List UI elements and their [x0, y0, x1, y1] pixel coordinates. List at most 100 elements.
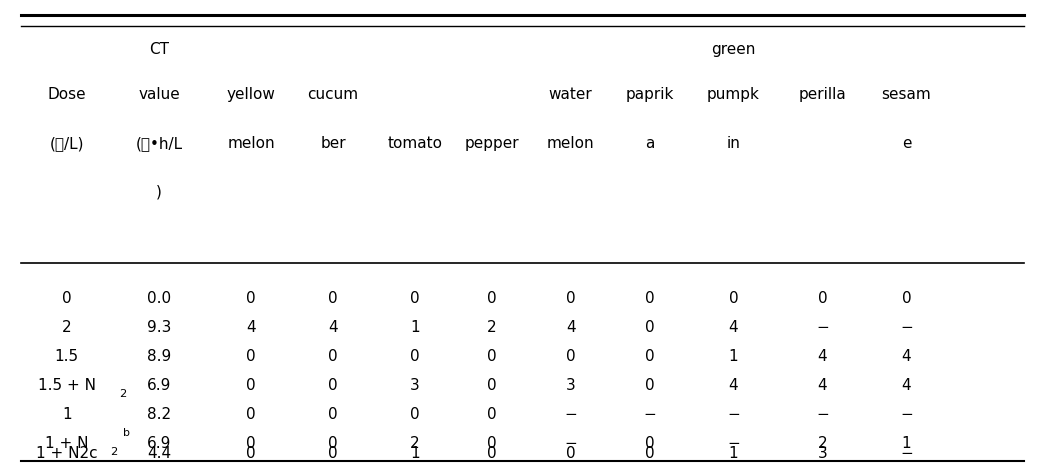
Text: 3: 3: [410, 378, 420, 393]
Text: 0: 0: [645, 349, 654, 364]
Text: 0: 0: [410, 291, 420, 306]
Text: 0: 0: [247, 447, 256, 461]
Text: 0: 0: [328, 436, 338, 451]
Text: b: b: [122, 428, 130, 438]
Text: 0: 0: [645, 447, 654, 461]
Text: −: −: [816, 320, 829, 335]
Text: 1: 1: [728, 349, 738, 364]
Text: ber: ber: [320, 136, 346, 151]
Text: 4: 4: [328, 320, 338, 335]
Text: 0: 0: [247, 436, 256, 451]
Text: 0: 0: [645, 436, 654, 451]
Text: paprik: paprik: [625, 87, 674, 102]
Text: yellow: yellow: [227, 87, 276, 102]
Text: 1.5 + N: 1.5 + N: [38, 378, 96, 393]
Text: 0: 0: [565, 447, 576, 461]
Text: −: −: [816, 407, 829, 422]
Text: 0: 0: [487, 378, 496, 393]
Text: 4.4: 4.4: [147, 447, 171, 461]
Text: 0.0: 0.0: [147, 291, 171, 306]
Text: 0: 0: [62, 291, 72, 306]
Text: 2: 2: [62, 320, 72, 335]
Text: in: in: [726, 136, 741, 151]
Text: 0: 0: [565, 349, 576, 364]
Text: sesam: sesam: [882, 87, 931, 102]
Text: 4: 4: [902, 378, 911, 393]
Text: 0: 0: [247, 291, 256, 306]
Text: 4: 4: [728, 378, 738, 393]
Text: 0: 0: [410, 407, 420, 422]
Text: −: −: [900, 320, 913, 335]
Text: −: −: [727, 436, 740, 451]
Text: green: green: [712, 42, 756, 57]
Text: −: −: [564, 436, 577, 451]
Text: 6.9: 6.9: [146, 436, 171, 451]
Text: 0: 0: [328, 349, 338, 364]
Text: 0: 0: [328, 447, 338, 461]
Text: (㏑•h/L: (㏑•h/L: [136, 136, 183, 151]
Text: 2: 2: [410, 436, 420, 451]
Text: 0: 0: [902, 291, 911, 306]
Text: 4: 4: [565, 320, 576, 335]
Text: 1: 1: [902, 436, 911, 451]
Text: 3: 3: [817, 447, 828, 461]
Text: perilla: perilla: [798, 87, 846, 102]
Text: 1: 1: [410, 320, 420, 335]
Text: 0: 0: [565, 291, 576, 306]
Text: melon: melon: [547, 136, 595, 151]
Text: cucum: cucum: [307, 87, 358, 102]
Text: value: value: [138, 87, 180, 102]
Text: 0: 0: [410, 349, 420, 364]
Text: 0: 0: [487, 436, 496, 451]
Text: 3: 3: [565, 378, 576, 393]
Text: 4: 4: [818, 378, 828, 393]
Text: CT: CT: [149, 42, 169, 57]
Text: 1.5: 1.5: [54, 349, 78, 364]
Text: e: e: [902, 136, 911, 151]
Text: 0: 0: [328, 378, 338, 393]
Text: pumpk: pumpk: [707, 87, 760, 102]
Text: ): ): [156, 185, 162, 200]
Text: 1: 1: [728, 447, 738, 461]
Text: Dose: Dose: [47, 87, 86, 102]
Text: 2: 2: [111, 447, 117, 457]
Text: 0: 0: [645, 320, 654, 335]
Text: −: −: [900, 407, 913, 422]
Text: 1: 1: [410, 447, 420, 461]
Text: 4: 4: [818, 349, 828, 364]
Text: 0: 0: [328, 407, 338, 422]
Text: 0: 0: [247, 407, 256, 422]
Text: 4: 4: [247, 320, 256, 335]
Text: 1 + N: 1 + N: [45, 436, 89, 451]
Text: 0: 0: [487, 407, 496, 422]
Text: 2: 2: [818, 436, 828, 451]
Text: melon: melon: [228, 136, 275, 151]
Text: 0: 0: [247, 349, 256, 364]
Text: a: a: [645, 136, 654, 151]
Text: 0: 0: [728, 291, 738, 306]
Text: 6.9: 6.9: [146, 378, 171, 393]
Text: 4: 4: [728, 320, 738, 335]
Text: −: −: [900, 447, 913, 461]
Text: −: −: [564, 407, 577, 422]
Text: 0: 0: [247, 378, 256, 393]
Text: 1 + N2c: 1 + N2c: [36, 447, 97, 461]
Text: 0: 0: [645, 378, 654, 393]
Text: −: −: [643, 407, 656, 422]
Text: (㏑/L): (㏑/L): [49, 136, 84, 151]
Text: 0: 0: [328, 291, 338, 306]
Text: water: water: [549, 87, 593, 102]
Text: 1: 1: [62, 407, 72, 422]
Text: 0: 0: [487, 291, 496, 306]
Text: 2: 2: [487, 320, 496, 335]
Text: 0: 0: [818, 291, 828, 306]
Text: 0: 0: [645, 291, 654, 306]
Text: 8.9: 8.9: [146, 349, 171, 364]
Text: 8.2: 8.2: [147, 407, 171, 422]
Text: 0: 0: [487, 349, 496, 364]
Text: 9.3: 9.3: [146, 320, 171, 335]
Text: −: −: [727, 407, 740, 422]
Text: 2: 2: [119, 389, 126, 399]
Text: tomato: tomato: [388, 136, 442, 151]
Text: pepper: pepper: [464, 136, 519, 151]
